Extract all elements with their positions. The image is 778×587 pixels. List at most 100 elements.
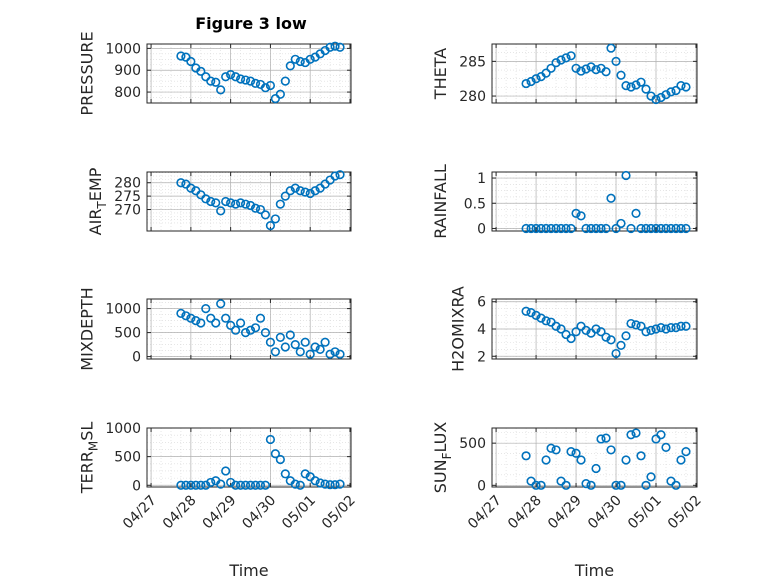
data-point <box>531 480 541 490</box>
data-point <box>656 223 666 234</box>
data-point <box>330 171 340 181</box>
data-point <box>196 190 206 200</box>
data-point <box>270 347 280 357</box>
data-point <box>556 55 566 65</box>
data-point <box>231 72 241 82</box>
data-point <box>576 66 586 76</box>
data-point <box>265 434 276 445</box>
data-point <box>601 332 611 342</box>
data-point <box>586 223 596 234</box>
data-point <box>606 193 616 203</box>
y-tick-label: 280 <box>114 176 141 192</box>
data-point <box>666 323 676 333</box>
data-point <box>196 66 206 76</box>
data-point <box>576 211 586 221</box>
data-point <box>295 186 305 196</box>
data-point <box>616 70 626 80</box>
data-point <box>541 68 551 78</box>
data-point <box>290 54 300 64</box>
y-axis-label: THETA <box>431 48 450 100</box>
data-point <box>216 206 226 216</box>
data-point <box>581 223 591 234</box>
data-point <box>661 324 671 334</box>
data-point <box>526 223 536 234</box>
data-point <box>621 170 631 181</box>
data-point <box>626 223 636 234</box>
data-point <box>581 479 591 489</box>
data-point <box>651 324 661 334</box>
data-point <box>566 447 576 457</box>
data-point <box>231 199 241 209</box>
data-point <box>546 317 556 327</box>
x-axis-label: Time <box>228 561 268 580</box>
data-point <box>221 196 231 207</box>
data-point <box>250 203 261 213</box>
data-point <box>531 223 541 234</box>
data-point <box>571 63 581 73</box>
y-tick-label: 4 <box>477 322 486 338</box>
data-point <box>235 318 246 328</box>
data-point <box>541 455 551 465</box>
y-tick-label: 2 <box>477 349 486 365</box>
data-point <box>211 198 221 208</box>
data-point <box>270 214 280 224</box>
data-point <box>536 313 546 323</box>
y-axis-label: MIXDEPTH <box>78 287 97 370</box>
x-axis-label: Time <box>574 561 614 580</box>
data-point <box>551 445 561 455</box>
data-point <box>310 186 320 196</box>
data-point <box>330 480 340 490</box>
data-point <box>676 81 686 91</box>
y-tick-label: 0.5 <box>464 196 486 212</box>
data-point <box>536 223 546 234</box>
data-point <box>280 76 290 86</box>
data-point <box>325 42 335 52</box>
data-point <box>191 316 201 326</box>
data-point <box>260 328 271 338</box>
data-point <box>191 480 201 490</box>
data-point <box>275 332 285 343</box>
data-point <box>235 480 246 490</box>
data-point <box>245 480 256 490</box>
data-point <box>666 223 676 234</box>
data-point <box>300 337 310 347</box>
data-point <box>551 321 561 331</box>
x-tick-label: 04/28 <box>160 493 200 533</box>
data-point <box>646 325 656 335</box>
data-point <box>556 324 566 334</box>
y-tick-label: 1000 <box>105 421 141 437</box>
data-point <box>320 179 330 189</box>
data-point <box>221 313 231 323</box>
data-point <box>531 74 541 84</box>
data-point <box>260 210 271 220</box>
y-tick-label: 275 <box>114 189 141 205</box>
data-point <box>186 480 196 490</box>
axes-box <box>146 43 352 104</box>
data-point <box>245 200 256 211</box>
data-point <box>235 198 246 208</box>
data-point <box>646 472 656 482</box>
data-point <box>581 64 591 74</box>
data-point <box>631 208 641 218</box>
data-point <box>621 455 631 465</box>
data-point <box>626 430 636 440</box>
data-point <box>561 223 571 234</box>
data-point <box>335 170 345 180</box>
data-point <box>651 94 661 105</box>
data-point <box>325 480 335 490</box>
data-point <box>566 333 576 344</box>
y-tick-label: 270 <box>114 203 141 219</box>
data-point <box>641 223 651 234</box>
data-point <box>591 65 601 75</box>
data-point <box>571 327 581 337</box>
axes-box <box>491 43 698 104</box>
data-point <box>526 476 536 486</box>
data-point <box>260 83 271 93</box>
data-point <box>295 347 305 357</box>
data-point <box>521 223 531 234</box>
y-tick-label: 500 <box>459 436 486 452</box>
data-point <box>290 479 300 489</box>
x-tick-label: 04/30 <box>239 493 279 533</box>
y-tick-label: 0 <box>477 221 486 237</box>
